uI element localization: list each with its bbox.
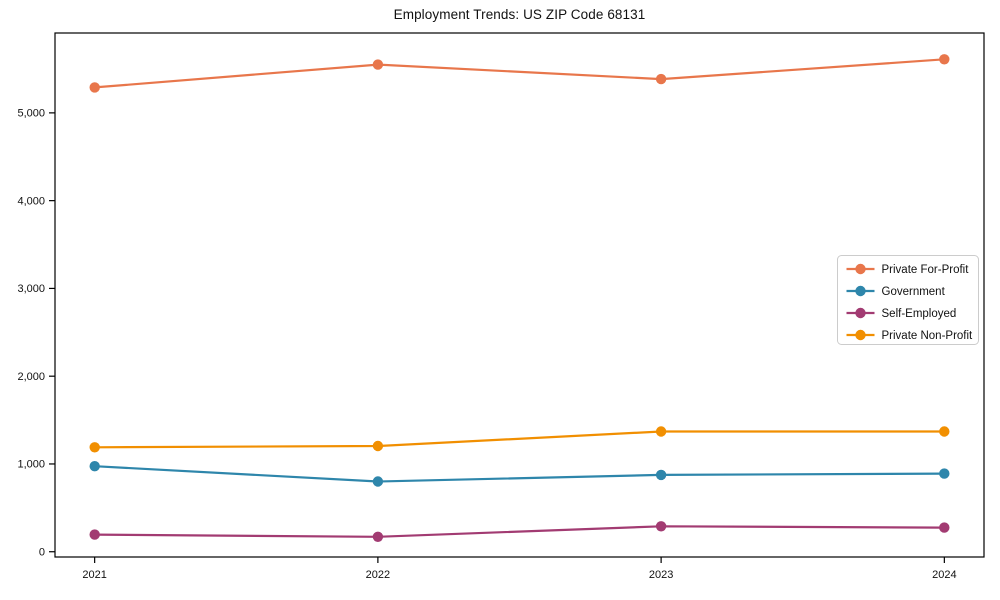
series-marker-self-employed [655, 521, 667, 532]
series-private-for-profit [89, 54, 950, 93]
series-line-private-for-profit [93, 58, 946, 89]
series-marker-private-for-profit [372, 59, 384, 70]
axes-frame [54, 32, 985, 558]
legend-label-private-non-profit: Private Non-Profit [882, 330, 974, 342]
series-marker-government [372, 476, 384, 487]
series-marker-private-non-profit [372, 440, 384, 452]
legend-box [837, 255, 979, 345]
y-axis-tick-label: 1,000 [17, 459, 45, 471]
series-marker-self-employed [89, 529, 100, 540]
series-marker-private-non-profit [89, 442, 100, 453]
series-marker-private-non-profit [655, 426, 667, 437]
legend-label-government: Government [882, 286, 946, 298]
series-marker-private-for-profit [939, 54, 950, 65]
x-axis-tick-label: 2023 [649, 569, 673, 581]
series-marker-government [655, 469, 667, 481]
series-government [89, 461, 950, 487]
series-line-private-non-profit [93, 430, 946, 449]
legend-marker-self-employed [855, 307, 866, 319]
y-axis-tick-label: 4,000 [17, 195, 45, 207]
series-marker-private-for-profit [655, 73, 667, 85]
series-marker-government [89, 461, 100, 472]
series-marker-private-non-profit [939, 426, 950, 437]
y-axis-tick-label: 5,000 [17, 108, 45, 120]
legend-label-private-for-profit: Private For-Profit [882, 264, 970, 276]
series-marker-self-employed [372, 531, 384, 542]
x-axis-tick-label: 2024 [932, 569, 956, 581]
series-line-government [93, 465, 946, 483]
legend: Private For-Profit Government Self-Employe… [837, 255, 979, 345]
series-self-employed [89, 521, 950, 542]
y-axis-tick-label: 0 [39, 546, 45, 558]
x-axis-tick-label: 2022 [366, 569, 390, 581]
legend-marker-private-for-profit [855, 263, 866, 275]
y-axis-tick-label: 3,000 [17, 283, 45, 295]
legend-marker-private-non-profit [855, 329, 866, 341]
x-axis-tick-label: 2021 [82, 569, 106, 581]
legend-marker-government [855, 285, 866, 297]
chart-title: Employment Trends: US ZIP Code 68131 [393, 7, 646, 22]
series-private-non-profit [89, 426, 950, 453]
series-marker-private-for-profit [89, 82, 100, 93]
y-axis-tick-label: 2,000 [17, 371, 45, 383]
series-line-self-employed [93, 525, 946, 538]
series-marker-self-employed [939, 522, 950, 533]
series-marker-government [939, 468, 950, 479]
legend-label-self-employed: Self-Employed [882, 308, 957, 320]
